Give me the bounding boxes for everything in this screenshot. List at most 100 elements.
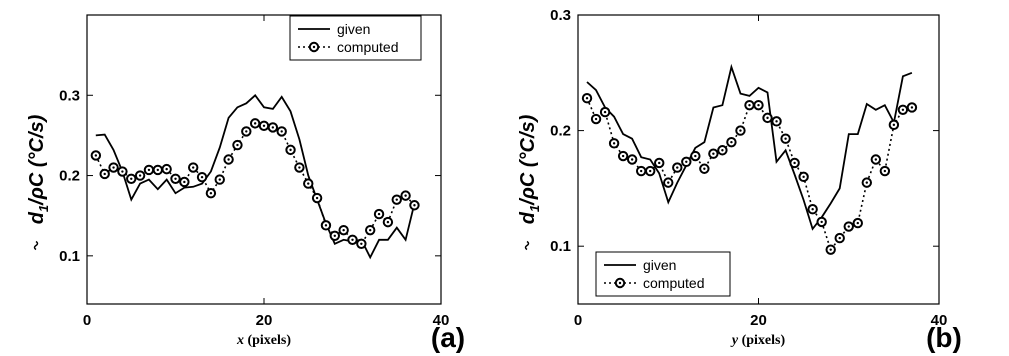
data-point-center: [775, 120, 778, 123]
data-point-center: [667, 181, 670, 184]
data-point-center: [289, 148, 292, 152]
y-axis-label: d1/ρC (°C/s): [26, 114, 51, 224]
data-point-center: [156, 168, 159, 172]
y-axis-label: d1/ρC (°C/s): [517, 114, 542, 224]
y-axis-label-rest: /ρC (°C/s): [26, 114, 48, 205]
data-point-center: [811, 208, 814, 211]
y-axis-label-symbol: d: [517, 211, 539, 224]
data-point-center: [121, 170, 124, 173]
data-point-center: [685, 160, 688, 164]
data-point-center: [324, 224, 328, 227]
data-point-center: [138, 174, 142, 177]
x-axis-label-unit: (pixels): [738, 333, 785, 348]
data-point-center: [209, 192, 213, 195]
x-tick-label: 40: [931, 312, 948, 329]
legend-box: [595, 251, 731, 297]
data-point-center: [621, 154, 625, 158]
x-tick-label: 0: [574, 312, 582, 329]
data-point-center: [748, 103, 751, 107]
data-point-center: [218, 178, 221, 181]
data-point-center: [200, 175, 204, 179]
data-point-center: [694, 154, 697, 158]
data-point-center: [262, 124, 266, 127]
data-point-center: [784, 137, 787, 140]
y-tick-label: 0.2: [550, 123, 571, 140]
data-point-center: [395, 198, 398, 201]
y-tick-label: 0.3: [59, 87, 80, 104]
data-point-center: [856, 221, 859, 225]
legend-box: [289, 15, 422, 61]
legend-label-computed: computed: [337, 39, 398, 55]
data-point-center: [280, 130, 283, 133]
tilde-mark: [524, 240, 530, 251]
data-point-center: [174, 177, 177, 180]
data-point-center: [271, 126, 275, 129]
data-point-center: [386, 220, 390, 224]
data-point-center: [703, 167, 706, 170]
tilde-mark: [33, 240, 39, 251]
data-point-center: [404, 194, 407, 197]
data-point-center: [630, 158, 634, 161]
data-point-center: [369, 228, 372, 232]
data-point-center: [192, 166, 195, 169]
data-point-center: [147, 168, 151, 172]
chart-panel-b: 0 20 40 0.1 0.2 0.3 y (pixels) d1/ρC (°C/s) (b) g…: [517, 7, 962, 353]
data-point-center: [883, 169, 887, 173]
data-point-center: [838, 236, 841, 240]
series-line-given: [586, 63, 913, 231]
y-tick-label: 0.1: [550, 238, 571, 255]
y-axis-label-subscript: 1: [527, 205, 542, 212]
x-axis-label-unit: (pixels): [244, 333, 291, 348]
data-point-center: [413, 204, 416, 207]
data-point-center: [183, 180, 186, 184]
legend-label-given: given: [643, 257, 676, 273]
legend-label-computed: computed: [643, 275, 704, 291]
y-axis-label-rest: /ρC (°C/s): [517, 114, 539, 205]
data-point-center: [236, 143, 239, 147]
data-point-center: [112, 166, 115, 169]
data-point-center: [103, 172, 106, 176]
data-point-center: [351, 238, 354, 241]
data-point-center: [901, 108, 905, 111]
x-tick-label: 20: [256, 312, 273, 329]
data-point-center: [639, 169, 643, 173]
data-point-center: [298, 166, 301, 169]
data-point-center: [253, 122, 257, 125]
series-line-computed: [95, 122, 415, 245]
data-point-center: [603, 110, 607, 114]
x-axis-label: y (pixels): [730, 333, 786, 348]
data-point-center: [360, 242, 363, 245]
x-axis-label: x (pixels): [236, 333, 291, 348]
legend-marker-center: [618, 281, 622, 285]
data-point-center: [94, 154, 98, 157]
data-point-center: [307, 182, 310, 185]
data-point-center: [829, 248, 832, 251]
chart-panel-a: 0 20 40 0.1 0.2 0.3 x (pixels) d1/ρC (°C/s) (a) g…: [26, 14, 465, 353]
legend: given computed: [289, 15, 422, 61]
legend: given computed: [595, 251, 731, 297]
data-point-center: [847, 225, 850, 228]
data-point-center: [892, 123, 896, 127]
data-point-center: [130, 177, 133, 180]
data-point-center: [865, 181, 868, 184]
data-point-center: [594, 117, 598, 121]
x-tick-label: 40: [433, 312, 450, 329]
data-point-center: [712, 152, 715, 155]
data-point-center: [658, 161, 661, 165]
y-tick-label: 0.2: [59, 168, 80, 185]
y-tick-label: 0.3: [550, 7, 571, 24]
data-point-center: [585, 97, 589, 100]
legend-label-given: given: [337, 21, 370, 37]
data-point-center: [245, 130, 248, 133]
data-point-center: [612, 142, 616, 145]
series-line-computed: [586, 97, 913, 252]
data-point-center: [649, 169, 652, 173]
data-point-center: [739, 129, 742, 132]
data-point-center: [227, 158, 230, 161]
x-axis-label-var: x: [236, 333, 244, 348]
x-tick-label: 0: [83, 312, 91, 329]
y-axis-label-subscript: 1: [36, 205, 51, 212]
data-point-center: [874, 158, 878, 161]
data-point-center: [333, 234, 336, 237]
